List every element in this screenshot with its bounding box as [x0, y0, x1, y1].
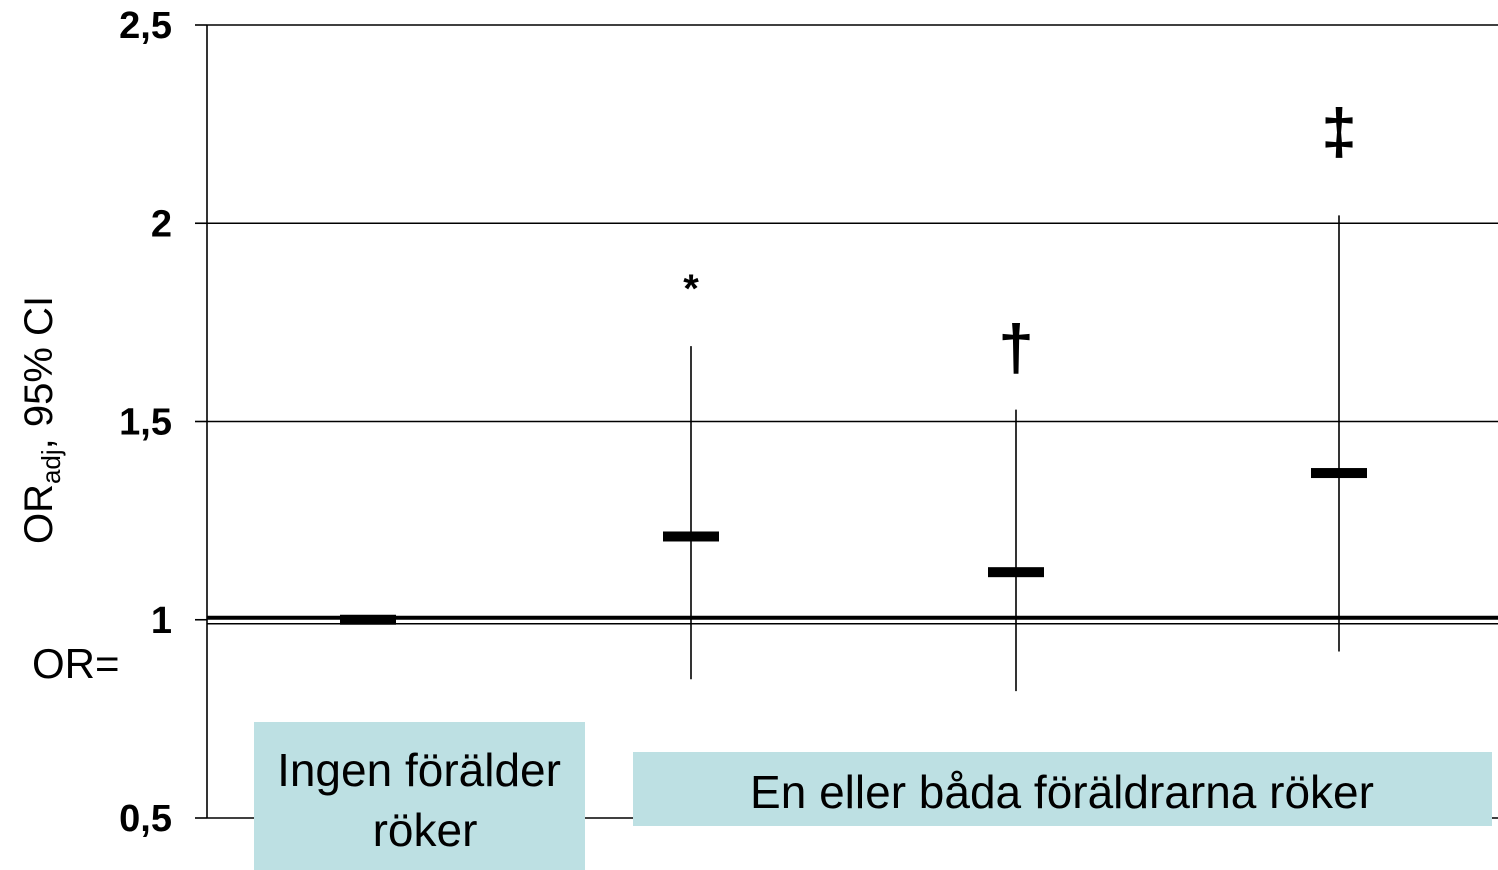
reference-line-label: OR= [32, 640, 120, 687]
category-box-right [633, 752, 1492, 826]
y-tick-label: 1 [151, 600, 172, 642]
category-left-line1: Ingen förälder [277, 744, 561, 796]
y-tick-label: 0,5 [119, 798, 172, 840]
significance-mark: * [683, 267, 699, 311]
error-bars [340, 215, 1367, 692]
or-point-marker [663, 531, 719, 542]
significance-mark: † [998, 312, 1034, 384]
category-left-line2: röker [373, 804, 478, 856]
or-point-marker [1311, 468, 1367, 479]
or-point-marker [988, 567, 1044, 578]
y-tick-label: 2 [151, 203, 172, 245]
category-label-left: Ingen förälder röker [254, 722, 585, 870]
y-tick-label: 1,5 [119, 402, 172, 444]
category-right-line1: En eller båda föräldrarna röker [750, 766, 1374, 818]
y-axis [195, 24, 208, 819]
significance-mark: ‡ [1321, 95, 1357, 167]
or-point-marker [340, 614, 396, 625]
category-label-right: En eller båda föräldrarna röker [633, 752, 1492, 826]
y-tick-label: 2,5 [119, 5, 172, 47]
category-box-left [254, 722, 585, 870]
gridlines [207, 24, 1498, 819]
y-axis-title: ORadj, 95% CI [17, 296, 66, 544]
reference-line-group [207, 615, 1498, 625]
y-tick-labels: 0,5 1 1,5 2 2,5 [119, 5, 172, 840]
significance-marks: * † ‡ [683, 95, 1357, 383]
